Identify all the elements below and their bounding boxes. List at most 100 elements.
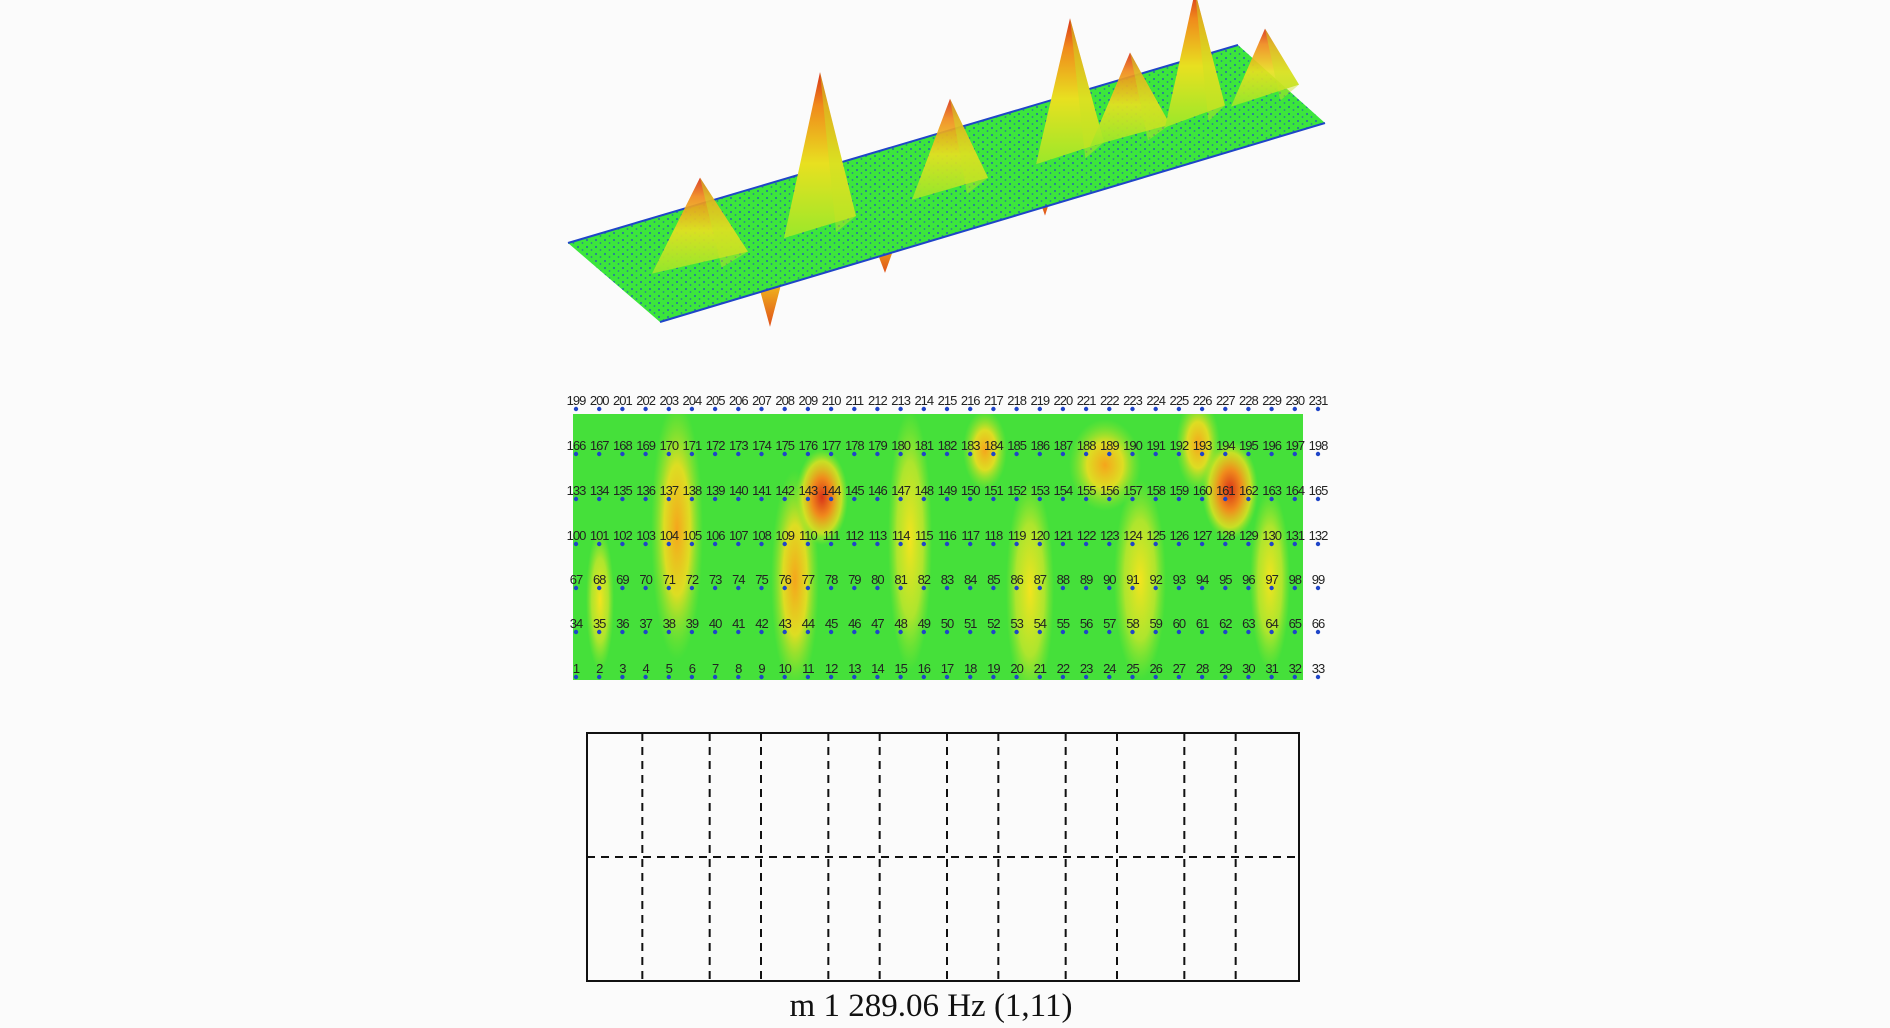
mesh-node-marker: [1223, 674, 1228, 680]
node-number: 190: [1123, 438, 1142, 453]
mesh-node-marker: [921, 451, 926, 457]
mesh-node-marker: [1083, 541, 1089, 547]
mesh-node-marker: [852, 674, 857, 680]
node-number: 171: [683, 438, 702, 453]
node-number: 205: [706, 393, 725, 408]
node-number: 47: [871, 616, 884, 631]
node-number: 59: [1149, 616, 1162, 631]
node-number: 214: [914, 393, 933, 408]
node-number: 217: [984, 393, 1003, 408]
mesh-node-marker: [1014, 541, 1019, 547]
mesh-node-marker: [643, 451, 648, 457]
node-number-grid: 199 200 201 202 203 204 205 206 207 208 209 210 211 2…: [567, 393, 1329, 680]
node-number: 99: [1312, 572, 1325, 587]
node-number: 30: [1242, 661, 1255, 676]
node-number: 137: [659, 483, 678, 498]
node-number: 32: [1289, 661, 1302, 676]
node-number: 213: [891, 393, 910, 408]
mesh-node-marker: [828, 541, 834, 547]
node-number: 151: [984, 483, 1003, 498]
node-number: 35: [593, 616, 606, 631]
mesh-node-marker: [712, 541, 718, 547]
node-number: 100: [567, 528, 586, 543]
mesh-node-marker: [968, 585, 973, 591]
contour-blob: [1250, 490, 1290, 670]
node-number: 198: [1309, 438, 1328, 453]
mesh-node-marker: [852, 629, 857, 635]
mesh-node-marker: [597, 451, 602, 457]
mesh-node-marker: [1014, 451, 1019, 457]
mesh-node-marker: [1107, 496, 1112, 502]
mesh-node-marker: [1060, 541, 1066, 547]
node-number: 24: [1103, 661, 1116, 676]
mesh-node-marker: [875, 629, 880, 635]
mesh-node-marker: [1246, 541, 1251, 547]
node-number: 115: [915, 528, 933, 543]
mesh-node-marker: [1315, 406, 1321, 412]
node-number: 89: [1080, 572, 1093, 587]
node-number: 196: [1262, 438, 1281, 453]
mesh-node-marker: [712, 496, 718, 502]
node-number: 135: [613, 483, 632, 498]
mesh-node-marker: [759, 585, 764, 591]
mesh-node-marker: [1107, 451, 1112, 457]
node-number: 18: [964, 661, 977, 676]
node-number: 204: [683, 393, 702, 408]
node-number: 107: [729, 528, 748, 543]
mesh-node-marker: [875, 541, 880, 547]
mesh-node-marker: [1269, 451, 1274, 457]
node-number: 160: [1193, 483, 1212, 498]
surface-peaks: [652, 0, 1299, 274]
mesh-node-marker: [828, 674, 834, 680]
mesh-node-marker: [944, 585, 950, 591]
node-number: 208: [775, 393, 794, 408]
node-number: 76: [778, 572, 791, 587]
node-number: 206: [729, 393, 748, 408]
mesh-node-marker: [1199, 406, 1205, 412]
nodal-lines: [587, 733, 1299, 981]
mesh-node-marker: [852, 451, 857, 457]
mesh-node-marker: [573, 406, 579, 412]
node-number: 144: [822, 483, 841, 498]
node-number: 149: [938, 483, 957, 498]
mesh-node-marker: [1176, 406, 1182, 412]
node-number: 146: [868, 483, 887, 498]
node-number: 110: [799, 528, 817, 543]
node-number: 182: [938, 438, 957, 453]
node-number: 34: [570, 616, 583, 631]
node-number: 9: [758, 661, 765, 676]
mesh-node-marker: [898, 629, 903, 635]
surface-peak: [1165, 0, 1225, 128]
mesh-node-marker: [1199, 496, 1205, 502]
node-number: 56: [1080, 616, 1093, 631]
node-number: 125: [1146, 528, 1165, 543]
node-number: 169: [636, 438, 655, 453]
surface-peak-shade: [1130, 52, 1170, 141]
mesh-node-marker: [944, 541, 950, 547]
mesh-node-marker: [1107, 541, 1112, 547]
mesh-node-marker: [1130, 585, 1135, 591]
mesh-node-marker: [921, 496, 926, 502]
surface-peak: [1036, 18, 1104, 165]
contour-blob: [586, 530, 614, 670]
node-number: 194: [1216, 438, 1235, 453]
mesh-node-marker: [620, 585, 625, 591]
mesh-node-marker: [1246, 585, 1251, 591]
mesh-node-marker: [1083, 406, 1089, 412]
node-number: 37: [639, 616, 652, 631]
surface-peak: [784, 72, 856, 239]
node-number: 62: [1219, 616, 1232, 631]
node-number: 223: [1123, 393, 1142, 408]
node-number: 192: [1170, 438, 1189, 453]
mesh-node-marker: [620, 496, 625, 502]
node-number: 118: [985, 528, 1003, 543]
mesh-node-marker: [944, 674, 950, 680]
node-number: 220: [1054, 393, 1073, 408]
mesh-node-marker: [643, 629, 648, 635]
node-number: 224: [1146, 393, 1165, 408]
node-number: 12: [825, 661, 838, 676]
node-number: 103: [636, 528, 655, 543]
mesh-node-marker: [666, 406, 671, 412]
node-number: 66: [1312, 616, 1325, 631]
mesh-node-marker: [1315, 541, 1321, 547]
